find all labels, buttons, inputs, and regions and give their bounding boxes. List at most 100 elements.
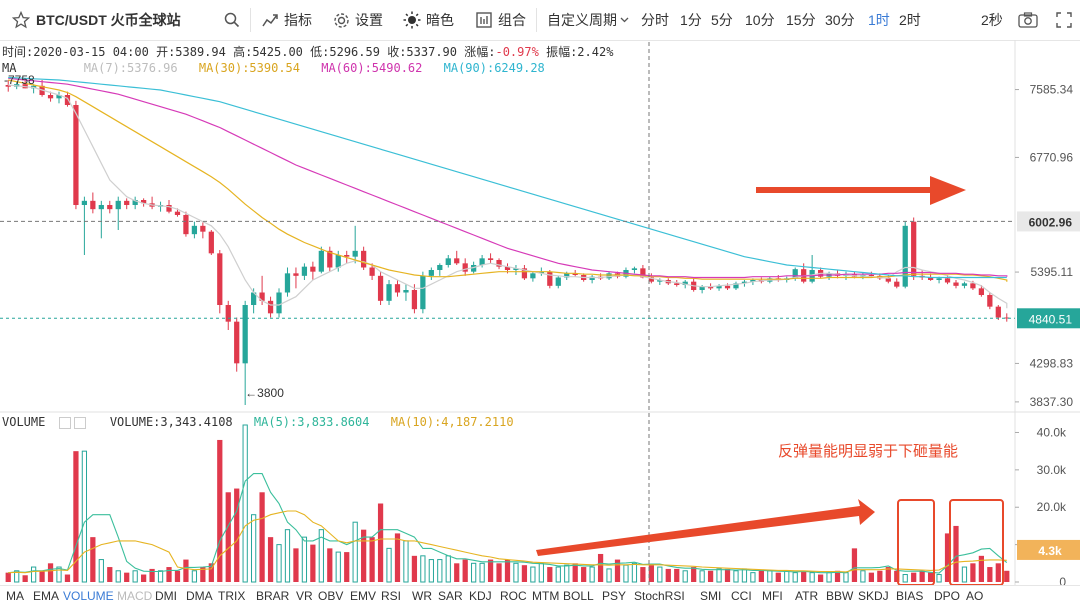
volume-bar (98, 559, 104, 583)
settings-button[interactable]: 设置 (355, 12, 383, 28)
price-tick-label: 6770.96 (1030, 150, 1074, 164)
gear-icon[interactable] (333, 12, 350, 29)
camera-icon[interactable] (1018, 12, 1038, 28)
indicator-tab-skdj[interactable]: SKDJ (858, 589, 889, 603)
indicator-tab-kdj[interactable]: KDJ (469, 589, 492, 603)
period-tab-active[interactable]: 1时 (868, 12, 890, 28)
indicator-tab-mfi[interactable]: MFI (762, 589, 783, 603)
period-tab[interactable]: 30分 (825, 12, 855, 28)
candle-body (741, 281, 748, 284)
candle-body (589, 276, 595, 280)
indicator-tab-bias[interactable]: BIAS (896, 589, 924, 603)
volume-bar (792, 572, 798, 583)
info-low: 低:5296.59 (310, 45, 380, 59)
period-tab[interactable]: 1分 (680, 12, 702, 28)
volume-bar (471, 562, 477, 583)
indicator-tab-brar[interactable]: BRAR (256, 589, 290, 603)
candle-body (335, 255, 341, 268)
volume-bar (750, 572, 756, 583)
period-tab[interactable]: 5分 (711, 12, 733, 28)
indicator-tab-vr[interactable]: VR (296, 589, 313, 603)
indicator-tab-dma[interactable]: DMA (186, 589, 213, 603)
period-tab[interactable]: 分时 (641, 12, 669, 28)
candle-body (640, 268, 646, 278)
chevron-down-icon[interactable] (620, 16, 629, 24)
indicator-tab-smi[interactable]: SMI (700, 589, 722, 603)
legend-toggle-icons[interactable] (58, 416, 89, 430)
indicator-tab-stochrsi[interactable]: StochRSI (634, 589, 685, 603)
candle-body (902, 225, 908, 287)
settings-small-icon[interactable] (58, 417, 71, 429)
indicators-button[interactable]: 指标 (284, 12, 312, 28)
indicator-tab-cci[interactable]: CCI (731, 589, 752, 603)
volume-bar (454, 563, 460, 582)
volume-bar (826, 572, 832, 583)
indicator-tab-emv[interactable]: EMV (350, 589, 377, 603)
indicator-tab-mtm[interactable]: MTM (532, 589, 560, 603)
indicator-tab-roc[interactable]: ROC (500, 589, 527, 603)
candle-body (885, 278, 891, 282)
candle-body (394, 284, 401, 293)
period-tab[interactable]: 2时 (899, 12, 921, 28)
last-price-label: 4840.51 (1029, 312, 1073, 326)
symbol-title[interactable]: BTC/USDT 火币全球站 (36, 12, 181, 28)
refresh-interval[interactable]: 2秒 (981, 12, 1003, 28)
ma-legend: MA MA(7):5376.96 MA(30):5390.54 MA(60):5… (2, 61, 559, 75)
indicator-tab-trix[interactable]: TRIX (218, 589, 246, 603)
volume-value: VOLUME:3,343.4108 (109, 415, 233, 429)
indicator-tab-sar[interactable]: SAR (438, 589, 463, 603)
volume-bar (834, 570, 841, 582)
indicator-tab-volume[interactable]: VOLUME (63, 589, 114, 603)
volume-bar (344, 552, 350, 582)
combo-button[interactable]: 组合 (498, 12, 526, 28)
indicator-tab-atr[interactable]: ATR (795, 589, 819, 603)
indicator-tab-bbw[interactable]: BBW (826, 589, 854, 603)
volume-bar (555, 566, 561, 583)
indicator-tab-dmi[interactable]: DMI (155, 589, 177, 603)
custom-period-dropdown[interactable]: 自定义周期 (547, 12, 617, 28)
candle-body (64, 95, 71, 105)
indicator-tab-ao[interactable]: AO (966, 589, 984, 603)
volume-bar (911, 572, 917, 582)
sun-icon[interactable] (403, 11, 421, 29)
indicator-tab-macd[interactable]: MACD (117, 589, 153, 603)
volume-bar (606, 568, 612, 583)
volume-bar (614, 559, 621, 582)
volume-bar (530, 566, 536, 583)
volume-bar (801, 570, 807, 582)
candle-body (428, 270, 434, 276)
volume-bar (682, 570, 688, 583)
candle-body (504, 266, 511, 270)
volume-bar (81, 450, 88, 583)
volume-bar (860, 570, 866, 583)
candle-body (98, 205, 104, 210)
candle-body (200, 225, 206, 232)
volume-tick-label: 0 (1059, 575, 1066, 589)
volume-legend: VOLUME VOLUME:3,343.4108 MA(5):3,833.860… (2, 415, 528, 430)
combo-icon[interactable] (476, 12, 492, 28)
star-icon[interactable] (12, 11, 30, 29)
volume-bar (428, 559, 434, 583)
indicator-tab-wr[interactable]: WR (412, 589, 432, 603)
ma60-line (8, 77, 1008, 279)
close-small-icon[interactable] (73, 417, 86, 429)
indicator-tab-rsi[interactable]: RSI (381, 589, 402, 603)
theme-button[interactable]: 暗色 (426, 12, 454, 28)
volume-bar (521, 565, 528, 582)
candle-body (107, 205, 113, 210)
volume-bar (90, 537, 96, 582)
indicator-tab-dpo[interactable]: DPO (934, 589, 961, 603)
candle-series (5, 78, 1010, 405)
indicator-tab-ma[interactable]: MA (6, 589, 24, 603)
candle-body (648, 277, 654, 282)
indicator-tab-psy[interactable]: PSY (602, 589, 627, 603)
indicator-tab-boll[interactable]: BOLL (563, 589, 594, 603)
period-tab[interactable]: 10分 (745, 12, 775, 28)
search-icon[interactable] (224, 12, 240, 28)
indicators-icon[interactable] (262, 12, 279, 28)
indicator-tab-ema[interactable]: EMA (33, 589, 60, 603)
period-tab[interactable]: 15分 (786, 12, 816, 28)
indicator-tab-obv[interactable]: OBV (318, 589, 344, 603)
fullscreen-icon[interactable] (1056, 12, 1072, 28)
